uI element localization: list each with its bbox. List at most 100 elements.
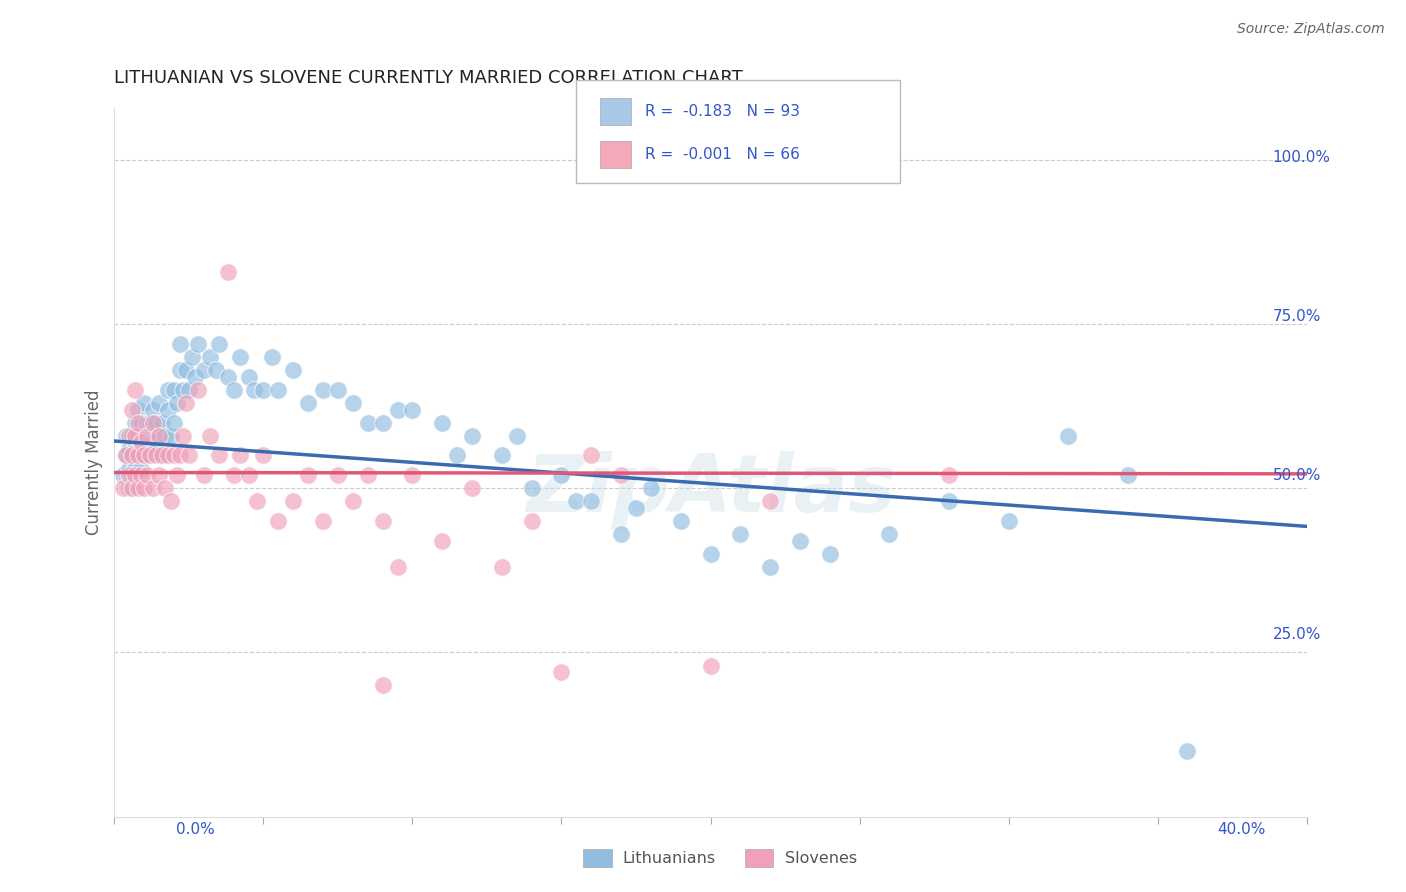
Point — [142, 481, 165, 495]
Point — [160, 429, 183, 443]
Point — [243, 383, 266, 397]
Point — [142, 416, 165, 430]
Point — [208, 336, 231, 351]
Point — [157, 402, 180, 417]
Point — [550, 665, 572, 679]
Point — [342, 494, 364, 508]
Point — [357, 468, 380, 483]
Point — [198, 350, 221, 364]
Point — [145, 416, 167, 430]
Point — [297, 396, 319, 410]
Point — [121, 481, 143, 495]
Point — [461, 429, 484, 443]
Text: Slovenes: Slovenes — [785, 851, 856, 865]
Point — [326, 383, 349, 397]
Point — [157, 383, 180, 397]
Point — [134, 449, 156, 463]
Point — [387, 560, 409, 574]
Point — [163, 449, 186, 463]
Point — [222, 468, 245, 483]
Y-axis label: Currently Married: Currently Married — [86, 389, 103, 535]
Point — [163, 416, 186, 430]
Point — [193, 468, 215, 483]
Point — [491, 449, 513, 463]
Point — [1177, 744, 1199, 758]
Point — [129, 435, 152, 450]
Point — [139, 449, 162, 463]
Point — [145, 442, 167, 456]
Point — [624, 500, 647, 515]
Point — [432, 416, 454, 430]
Point — [267, 514, 290, 528]
Point — [148, 468, 170, 483]
Point — [669, 514, 692, 528]
Point — [520, 514, 543, 528]
Point — [163, 383, 186, 397]
Point — [139, 449, 162, 463]
Point — [581, 494, 603, 508]
Point — [187, 383, 209, 397]
Text: 25.0%: 25.0% — [1272, 627, 1320, 642]
Text: R =  -0.183   N = 93: R = -0.183 N = 93 — [645, 104, 800, 119]
Point — [610, 468, 633, 483]
Text: 40.0%: 40.0% — [1218, 822, 1265, 838]
Point — [134, 449, 156, 463]
Point — [169, 449, 191, 463]
Point — [121, 449, 143, 463]
Point — [401, 468, 423, 483]
Point — [550, 468, 572, 483]
Point — [432, 533, 454, 548]
Point — [118, 442, 141, 456]
Point — [520, 481, 543, 495]
Point — [184, 369, 207, 384]
Point — [118, 461, 141, 475]
Point — [169, 336, 191, 351]
Point — [297, 468, 319, 483]
Point — [115, 429, 138, 443]
Point — [115, 449, 138, 463]
Point — [1116, 468, 1139, 483]
Point — [136, 416, 159, 430]
Text: 50.0%: 50.0% — [1272, 468, 1320, 483]
Point — [124, 435, 146, 450]
Point — [938, 468, 960, 483]
Text: Source: ZipAtlas.com: Source: ZipAtlas.com — [1237, 22, 1385, 37]
Point — [112, 481, 135, 495]
Text: 75.0%: 75.0% — [1272, 310, 1320, 325]
Point — [252, 383, 274, 397]
Point — [160, 494, 183, 508]
Point — [124, 429, 146, 443]
Point — [124, 383, 146, 397]
Point — [148, 396, 170, 410]
Point — [150, 449, 173, 463]
Point — [818, 547, 841, 561]
Point — [136, 429, 159, 443]
Point — [789, 533, 811, 548]
Point — [198, 429, 221, 443]
Point — [136, 442, 159, 456]
Point — [217, 265, 239, 279]
Point — [699, 658, 721, 673]
Point — [129, 416, 152, 430]
Point — [326, 468, 349, 483]
Point — [228, 350, 250, 364]
Point — [283, 363, 305, 377]
Point — [193, 363, 215, 377]
Point — [145, 449, 167, 463]
Point — [491, 560, 513, 574]
Point — [640, 481, 662, 495]
Point — [759, 494, 782, 508]
Point — [112, 468, 135, 483]
Point — [387, 402, 409, 417]
Point — [124, 468, 146, 483]
Point — [121, 468, 143, 483]
Point — [118, 429, 141, 443]
Point — [142, 402, 165, 417]
Point — [204, 363, 226, 377]
Point — [150, 449, 173, 463]
Point — [246, 494, 269, 508]
Point — [129, 435, 152, 450]
Point — [148, 429, 170, 443]
Point — [118, 468, 141, 483]
Point — [759, 560, 782, 574]
